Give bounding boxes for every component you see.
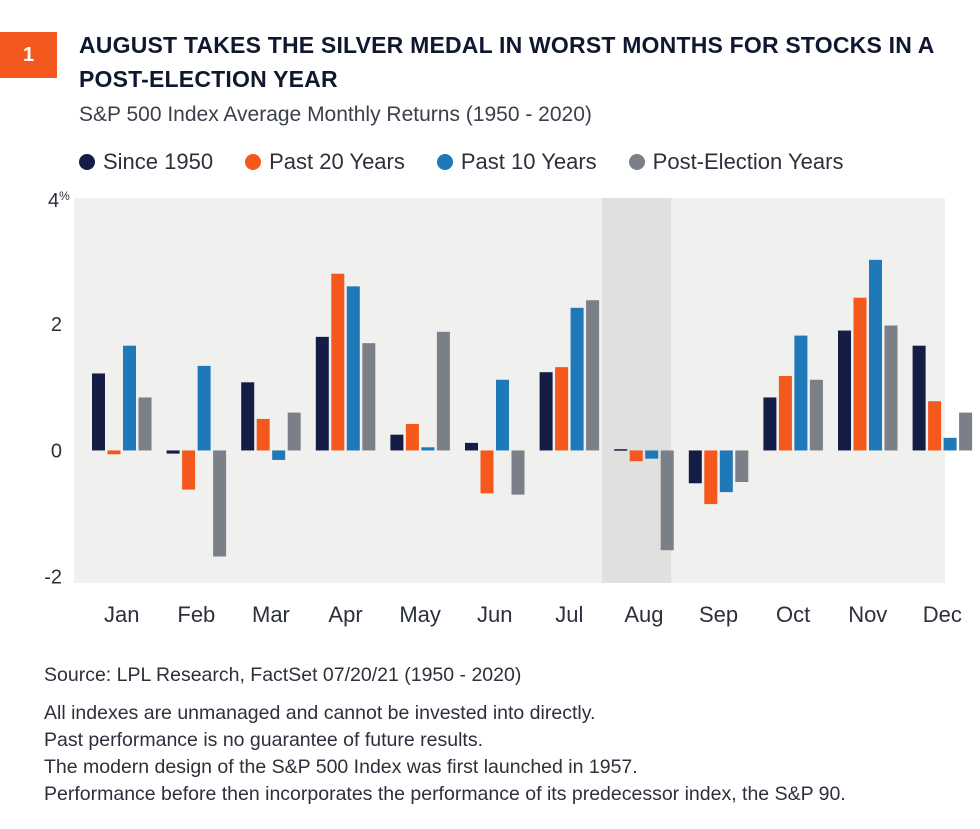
legend-item-past-10-years: Past 10 Years [436, 149, 597, 175]
bar-jun-past-10-years [496, 379, 509, 451]
legend-swatch [436, 154, 453, 170]
bar-may-post-election-years [436, 331, 450, 451]
bar-may-past-20-years [405, 423, 419, 451]
bar-jun-past-20-years [480, 450, 494, 494]
bar-sep-since-1950 [688, 450, 702, 484]
bar-jan-past-10-years [123, 345, 136, 451]
figure-number-badge: 1 [0, 32, 57, 78]
disclaimer-line: Past performance is no guarantee of futu… [44, 729, 483, 751]
source-note: Source: LPL Research, FactSet 07/20/21 (… [44, 664, 522, 686]
x-tick-label-aug: Aug [624, 602, 663, 627]
bar-apr-past-10-years [346, 286, 360, 451]
bar-nov-since-1950 [838, 330, 851, 451]
bar-mar-post-election-years [287, 412, 301, 451]
bar-jun-post-election-years [511, 450, 525, 495]
bar-mar-past-20-years [256, 418, 270, 451]
y-tick-label: 2 [51, 314, 62, 336]
legend-label: Past 10 Years [460, 149, 597, 174]
x-tick-label-jan: Jan [104, 602, 139, 627]
bar-nov-past-10-years [869, 259, 882, 451]
bar-apr-since-1950 [315, 336, 329, 451]
x-tick-label-feb: Feb [177, 602, 215, 627]
bar-sep-past-10-years [719, 450, 733, 493]
disclaimer-line: The modern design of the S&P 500 Index w… [44, 756, 638, 778]
legend-item-since-1950: Since 1950 [79, 149, 213, 175]
highlight-band-aug [602, 198, 672, 583]
bar-dec-past-10-years [943, 437, 957, 451]
bar-aug-past-20-years [629, 450, 643, 462]
bar-dec-since-1950 [912, 345, 926, 451]
x-tick-label-sep: Sep [699, 602, 738, 627]
bar-aug-past-10-years [645, 450, 659, 459]
bar-feb-past-10-years [197, 365, 211, 451]
legend-label: Post-Election Years [652, 149, 844, 174]
bar-jul-post-election-years [586, 300, 600, 451]
x-tick-label-mar: Mar [252, 602, 290, 627]
disclaimer-line: Performance before then incorporates the… [44, 783, 846, 805]
x-tick-label-jun: Jun [477, 602, 512, 627]
bar-sep-past-20-years [704, 450, 718, 505]
bar-jan-since-1950 [92, 373, 105, 451]
legend-label: Past 20 Years [269, 149, 405, 174]
bar-nov-post-election-years [884, 325, 898, 451]
bar-dec-past-20-years [928, 401, 942, 451]
x-tick-label-dec: Dec [923, 602, 962, 627]
bar-oct-past-20-years [778, 375, 792, 451]
bar-chart: 4% 2 0 -2 Jan Feb Mar Apr May Jun Jul Aug Sep Oct Nov D… [44, 190, 973, 627]
bar-sep-post-election-years [735, 450, 749, 483]
x-tick-label-oct: Oct [776, 602, 810, 627]
bar-jul-past-10-years [570, 307, 584, 451]
bar-feb-post-election-years [213, 450, 227, 557]
bar-oct-post-election-years [809, 379, 823, 451]
chart-subtitle: S&P 500 Index Average Monthly Returns (1… [79, 103, 592, 126]
legend-swatch [628, 154, 645, 170]
bar-aug-since-1950 [614, 449, 628, 451]
chart-title: AUGUST TAKES THE SILVER MEDAL IN WORST M… [79, 32, 934, 92]
y-tick-label: -2 [44, 567, 62, 589]
legend-item-post-election-years: Post-Election Years [628, 149, 844, 175]
bar-feb-past-20-years [182, 450, 196, 490]
disclaimer-line: All indexes are unmanaged and cannot be … [44, 702, 596, 724]
bar-oct-since-1950 [763, 397, 777, 451]
bar-jan-past-20-years [107, 450, 121, 455]
bar-apr-past-20-years [331, 273, 345, 451]
y-tick-label: 4% [48, 190, 70, 212]
bar-jul-since-1950 [539, 372, 553, 451]
bar-feb-since-1950 [166, 450, 180, 454]
bar-may-since-1950 [390, 434, 404, 451]
bar-oct-past-10-years [794, 335, 808, 451]
bar-aug-post-election-years [660, 450, 674, 551]
legend-swatch [79, 154, 95, 170]
legend-item-past-20-years: Past 20 Years [245, 149, 405, 175]
y-tick-label: 0 [51, 440, 62, 462]
bar-nov-past-20-years [853, 297, 867, 451]
chart-legend: Since 1950 Past 20 Years Past 10 Years P… [79, 149, 875, 175]
bar-jan-post-election-years [138, 397, 152, 451]
x-tick-label-jul: Jul [555, 602, 583, 627]
x-tick-label-may: May [399, 602, 441, 627]
legend-label: Since 1950 [103, 149, 214, 174]
bar-mar-past-10-years [272, 450, 286, 460]
bar-dec-post-election-years [959, 412, 973, 451]
x-tick-label-nov: Nov [848, 602, 887, 627]
bar-mar-since-1950 [241, 382, 255, 451]
bar-may-past-10-years [421, 447, 435, 451]
bar-jun-since-1950 [465, 442, 478, 451]
bar-apr-post-election-years [362, 343, 376, 451]
bar-jul-past-20-years [555, 367, 569, 451]
legend-swatch [245, 154, 262, 170]
x-tick-label-apr: Apr [328, 602, 362, 627]
